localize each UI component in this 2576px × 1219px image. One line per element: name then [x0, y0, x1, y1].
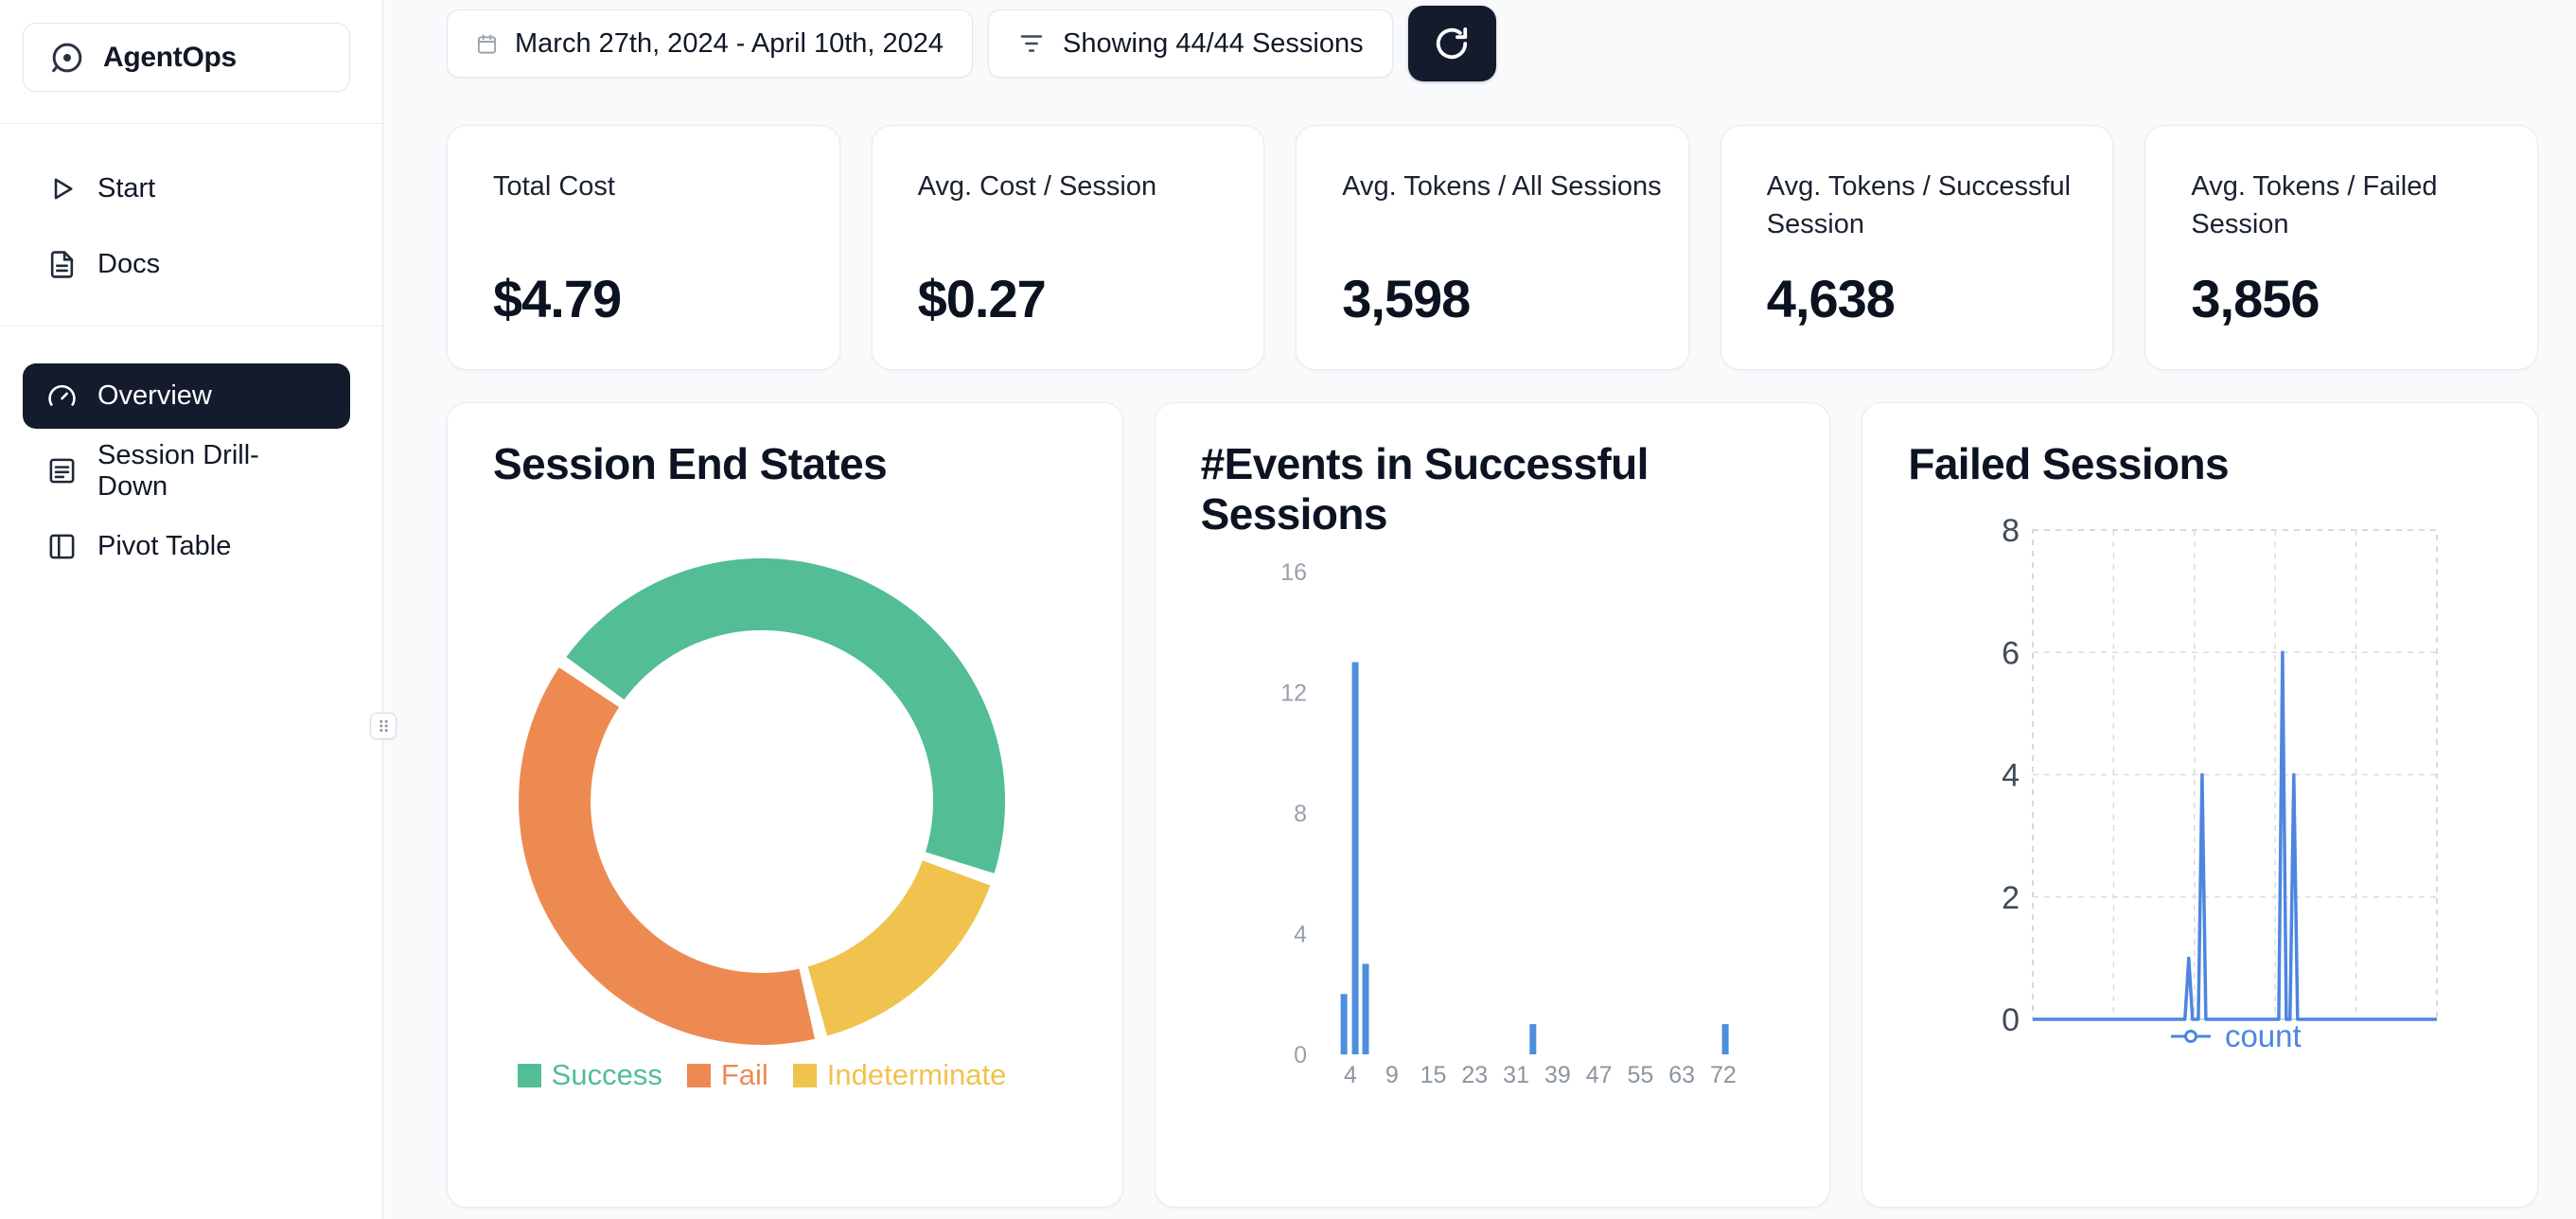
- stat-card-total-cost: Total Cost $4.79: [447, 125, 840, 370]
- svg-text:9: 9: [1385, 1062, 1398, 1088]
- events-in-successful-sessions-card: #Events in Successful Sessions 0 4 8 12 16 4 9…: [1154, 402, 1831, 1208]
- stat-label: Avg. Tokens / Successful Session: [1766, 171, 2072, 240]
- date-range-label: March 27th, 2024 - April 10th, 2024: [515, 27, 944, 59]
- stat-label: Total Cost: [493, 171, 615, 202]
- svg-text:72: 72: [1710, 1062, 1737, 1088]
- session-filter-button[interactable]: Showing 44/44 Sessions: [988, 9, 1393, 78]
- docs-icon: [50, 251, 74, 278]
- stat-value: $4.79: [493, 269, 622, 328]
- svg-text:4: 4: [1294, 922, 1307, 948]
- gauge-icon: [48, 384, 76, 406]
- svg-text:12: 12: [1280, 680, 1307, 707]
- stats-row: Total Cost $4.79 Avg. Cost / Session $0.…: [447, 125, 2538, 370]
- sidebar-item-label: Pivot Table: [97, 531, 232, 561]
- sidebar-item-docs[interactable]: Docs: [23, 232, 350, 297]
- stat-value: 3,856: [2191, 269, 2320, 328]
- svg-text:6: 6: [2002, 635, 2020, 671]
- legend-swatch: [517, 1063, 541, 1087]
- legend-label: Indeterminate: [826, 1058, 1007, 1091]
- events-bar-chart: 0 4 8 12 16 4 9 15 23 31 39 47 55 63 72: [1280, 559, 1737, 1088]
- stat-label: Avg. Tokens / Failed Session: [2191, 171, 2438, 240]
- svg-text:8: 8: [1294, 801, 1307, 827]
- filter-icon: [1020, 35, 1043, 52]
- donut-legend: Success Fail Indeterminate: [448, 1058, 1076, 1092]
- stat-card-avg-tokens-successful: Avg. Tokens / Successful Session 4,638: [1720, 125, 2114, 370]
- date-range-button[interactable]: March 27th, 2024 - April 10th, 2024: [447, 9, 974, 78]
- stat-label: Avg. Tokens / All Sessions: [1342, 171, 1662, 202]
- svg-text:8: 8: [2002, 513, 2020, 549]
- legend-item-success[interactable]: Success: [517, 1058, 662, 1092]
- legend-item-indeterminate[interactable]: Indeterminate: [792, 1058, 1007, 1092]
- grip-dots-icon: [379, 719, 388, 733]
- legend-label: Success: [551, 1058, 662, 1091]
- svg-text:15: 15: [1420, 1062, 1446, 1088]
- sidebar-item-label: Start: [97, 173, 156, 203]
- chart-title: #Events in Successful Sessions: [1200, 439, 1650, 539]
- play-icon: [54, 178, 73, 200]
- stat-card-avg-tokens-failed: Avg. Tokens / Failed Session 3,856: [2144, 125, 2538, 370]
- svg-text:2: 2: [2002, 880, 2020, 916]
- legend-line-marker-icon: [2170, 1030, 2211, 1043]
- svg-text:4: 4: [1344, 1062, 1357, 1088]
- svg-text:63: 63: [1668, 1062, 1695, 1088]
- sidebar-item-label: Overview: [97, 380, 212, 411]
- svg-text:31: 31: [1503, 1062, 1529, 1088]
- svg-text:55: 55: [1627, 1062, 1653, 1088]
- legend-label: count: [2224, 1018, 2302, 1053]
- svg-text:4: 4: [2002, 758, 2020, 794]
- session-end-states-donut-chart: [519, 557, 1006, 1045]
- legend-label: Fail: [720, 1058, 768, 1091]
- sidebar-item-start[interactable]: Start: [23, 156, 350, 221]
- sidebar-item-label: Docs: [97, 249, 161, 279]
- stat-value: 4,638: [1766, 269, 1896, 328]
- agentops-logo-icon: [52, 43, 82, 72]
- legend-swatch: [686, 1063, 711, 1087]
- app-logo[interactable]: AgentOps: [23, 23, 350, 92]
- app-name: AgentOps: [103, 41, 237, 73]
- sidebar-resize-handle[interactable]: [370, 713, 397, 739]
- chart-title: Session End States: [493, 439, 888, 488]
- sidebar: AgentOps Start Docs Overview Se: [0, 0, 397, 1219]
- sidebar-item-pivot-table[interactable]: Pivot Table: [23, 514, 350, 579]
- svg-text:39: 39: [1544, 1062, 1571, 1088]
- sidebar-divider: [0, 123, 382, 124]
- stat-label: Avg. Cost / Session: [917, 171, 1157, 202]
- chart-title: Failed Sessions: [1908, 439, 2230, 488]
- session-end-states-card: Session End States Success Fail Indeterm…: [447, 402, 1123, 1208]
- failed-sessions-card: Failed Sessions 0 2 4 6 8 count: [1861, 402, 2538, 1208]
- line-legend[interactable]: count: [2033, 1018, 2437, 1054]
- list-box-icon: [49, 458, 75, 484]
- stat-card-avg-tokens-all: Avg. Tokens / All Sessions 3,598: [1296, 125, 1689, 370]
- table-columns-icon: [49, 534, 75, 559]
- calendar-icon: [477, 33, 497, 54]
- legend-swatch: [792, 1063, 817, 1087]
- sidebar-item-overview[interactable]: Overview: [23, 363, 350, 429]
- refresh-button[interactable]: [1407, 6, 1496, 81]
- stat-value: $0.27: [917, 269, 1047, 328]
- failed-sessions-line-chart: 0 2 4 6 8: [2002, 513, 2439, 1038]
- stat-value: 3,598: [1342, 269, 1471, 328]
- sidebar-divider: [0, 326, 382, 327]
- svg-text:0: 0: [2002, 1002, 2020, 1038]
- svg-text:16: 16: [1280, 559, 1307, 586]
- svg-text:47: 47: [1585, 1062, 1612, 1088]
- topbar: March 27th, 2024 - April 10th, 2024 Show…: [447, 6, 1496, 81]
- refresh-icon: [1437, 27, 1468, 60]
- svg-text:0: 0: [1294, 1042, 1307, 1069]
- sidebar-item-label: Session Drill-Down: [97, 439, 259, 502]
- charts-row: Session End States Success Fail Indeterm…: [447, 402, 2538, 1208]
- svg-text:23: 23: [1461, 1062, 1488, 1088]
- session-filter-label: Showing 44/44 Sessions: [1063, 27, 1364, 59]
- stat-card-avg-cost-session: Avg. Cost / Session $0.27: [871, 125, 1265, 370]
- legend-item-fail[interactable]: Fail: [686, 1058, 768, 1092]
- sidebar-item-session-drill-down[interactable]: Session Drill-Down: [23, 438, 350, 504]
